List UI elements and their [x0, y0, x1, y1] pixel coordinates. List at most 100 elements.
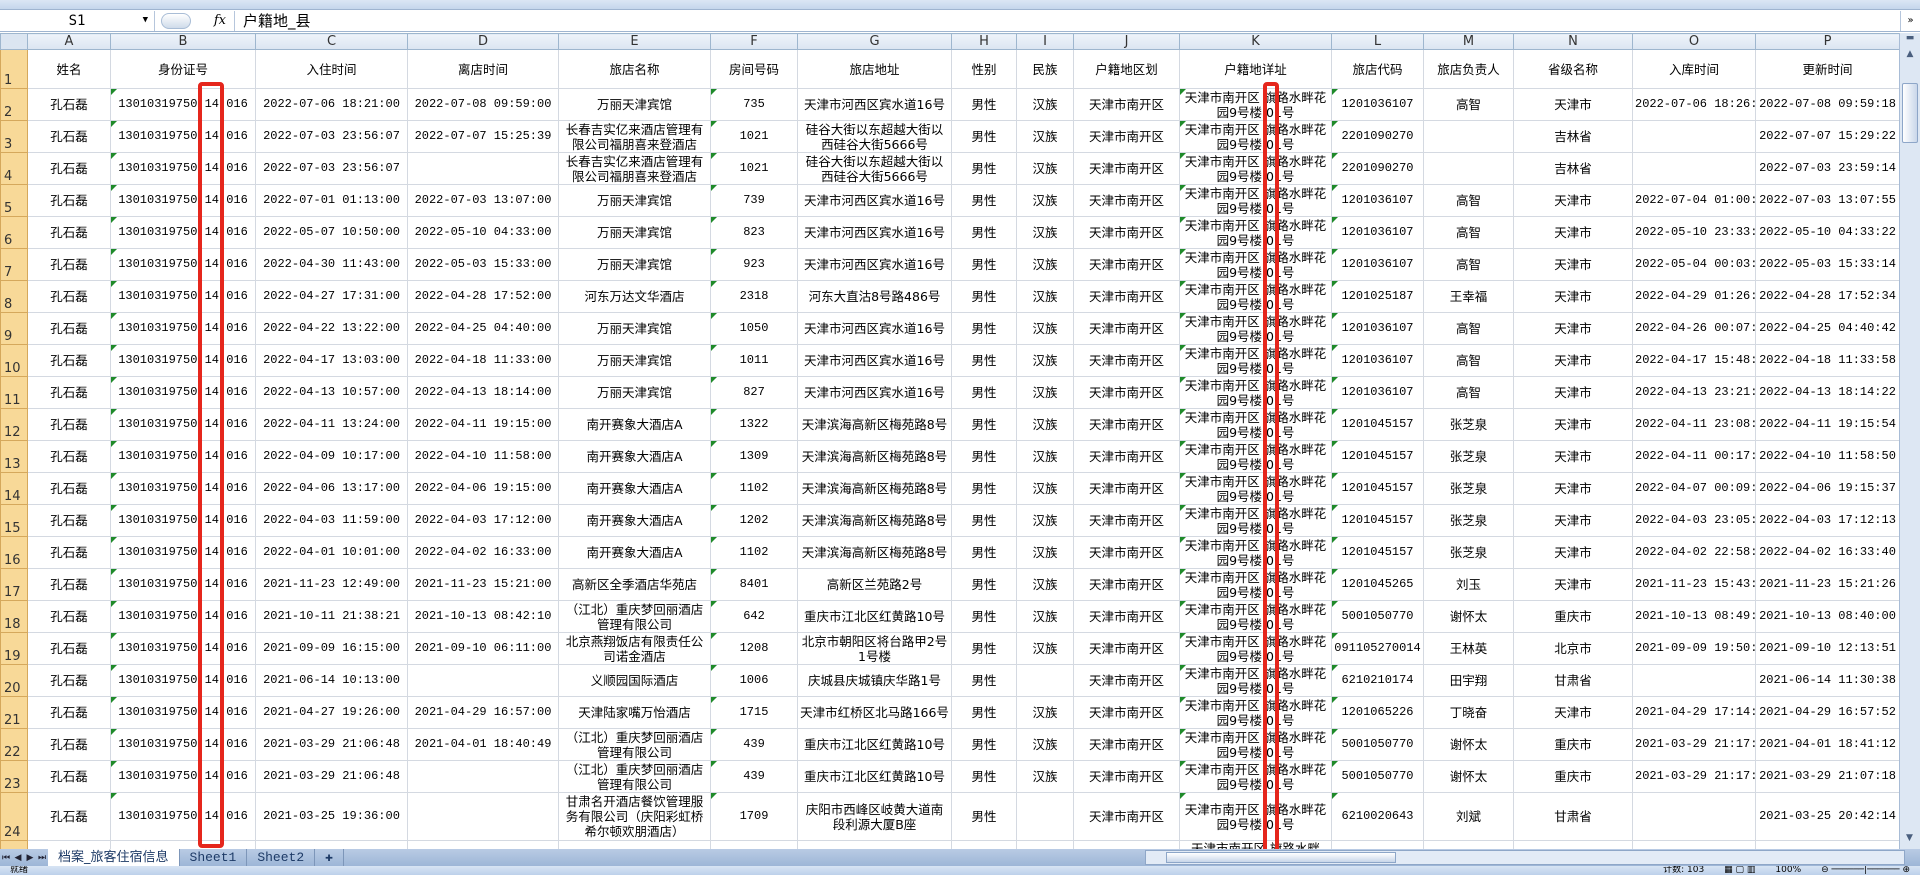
cell-E6[interactable]: 万丽天津宾馆 — [558, 216, 711, 249]
header-cell[interactable]: 户籍地详址 — [1179, 49, 1332, 89]
cell-I4[interactable]: 汉族 — [1016, 152, 1074, 185]
cell-L21[interactable]: 1201065226 — [1331, 696, 1424, 729]
cell-H25[interactable] — [951, 840, 1017, 849]
cell-P22[interactable]: 2021-04-01 18:41:12 — [1755, 728, 1899, 761]
cell-G23[interactable]: 重庆市江北区红黄路10号 — [797, 760, 952, 793]
cell-P19[interactable]: 2021-09-10 12:13:51 — [1755, 632, 1899, 665]
cell-P5[interactable]: 2022-07-03 13:07:55 — [1755, 184, 1899, 217]
cell-A3[interactable]: 孔石磊 — [27, 120, 111, 153]
cell-I24[interactable] — [1016, 792, 1074, 841]
cell-C18[interactable]: 2021-10-11 21:38:21 — [255, 600, 408, 633]
cell-C19[interactable]: 2021-09-09 16:15:00 — [255, 632, 408, 665]
cell-B19[interactable]: 13010319750 14 016 — [110, 632, 256, 665]
cell-G14[interactable]: 天津滨海高新区梅苑路8号 — [797, 472, 952, 505]
cell-P13[interactable]: 2022-04-10 11:58:50 — [1755, 440, 1899, 473]
cell-F19[interactable]: 1208 — [710, 632, 798, 665]
cell-N9[interactable]: 天津市 — [1513, 312, 1633, 345]
cell-B3[interactable]: 13010319750 14 016 — [110, 120, 256, 153]
cell-P15[interactable]: 2022-04-03 17:12:13 — [1755, 504, 1899, 537]
cell-D2[interactable]: 2022-07-08 09:59:00 — [407, 88, 559, 121]
cell-M11[interactable]: 高智 — [1423, 376, 1514, 409]
cell-F10[interactable]: 1011 — [710, 344, 798, 377]
cell-O10[interactable]: 2022-04-17 15:48:55 — [1632, 344, 1756, 377]
cell-C23[interactable]: 2021-03-29 21:06:48 — [255, 760, 408, 793]
column-header-I[interactable]: I — [1016, 33, 1074, 50]
row-header-21[interactable]: 21 — [0, 696, 28, 729]
horizontal-scroll-thumb[interactable] — [1166, 852, 1396, 863]
cell-G7[interactable]: 天津市河西区宾水道16号 — [797, 248, 952, 281]
zoom-level[interactable]: 100% — [1775, 866, 1802, 875]
cell-G22[interactable]: 重庆市江北区红黄路10号 — [797, 728, 952, 761]
cell-N6[interactable]: 天津市 — [1513, 216, 1633, 249]
cell-I18[interactable]: 汉族 — [1016, 600, 1074, 633]
cell-L25[interactable] — [1331, 840, 1424, 849]
row-header-18[interactable]: 18 — [0, 600, 28, 633]
cell-E24[interactable]: 甘肃名开酒店餐饮管理服务有限公司（庆阳彩虹桥希尔顿欢朋酒店） — [558, 792, 711, 841]
cell-N5[interactable]: 天津市 — [1513, 184, 1633, 217]
cell-C14[interactable]: 2022-04-06 13:17:00 — [255, 472, 408, 505]
cell-L17[interactable]: 1201045265 — [1331, 568, 1424, 601]
cell-I9[interactable]: 汉族 — [1016, 312, 1074, 345]
cell-D16[interactable]: 2022-04-02 16:33:00 — [407, 536, 559, 569]
cell-D18[interactable]: 2021-10-13 08:42:10 — [407, 600, 559, 633]
cell-H14[interactable]: 男性 — [951, 472, 1017, 505]
cell-D22[interactable]: 2021-04-01 18:40:49 — [407, 728, 559, 761]
cell-A23[interactable]: 孔石磊 — [27, 760, 111, 793]
cell-G10[interactable]: 天津市河西区宾水道16号 — [797, 344, 952, 377]
cell-M22[interactable]: 谢怀太 — [1423, 728, 1514, 761]
cell-D13[interactable]: 2022-04-10 11:58:00 — [407, 440, 559, 473]
cell-A4[interactable]: 孔石磊 — [27, 152, 111, 185]
cell-M14[interactable]: 张芝泉 — [1423, 472, 1514, 505]
cell-D23[interactable] — [407, 760, 559, 793]
cell-N20[interactable]: 甘肃省 — [1513, 664, 1633, 697]
cell-L23[interactable]: 5001050770 — [1331, 760, 1424, 793]
cell-O16[interactable]: 2022-04-02 22:58:35 — [1632, 536, 1756, 569]
cell-A6[interactable]: 孔石磊 — [27, 216, 111, 249]
cell-K24[interactable]: 天津市南开区 旗路水畔花园9号楼 01号 — [1179, 792, 1332, 841]
cell-O19[interactable]: 2021-09-09 19:50:16 — [1632, 632, 1756, 665]
row-header-2[interactable]: 2 — [0, 88, 28, 121]
cell-C20[interactable]: 2021-06-14 10:13:00 — [255, 664, 408, 697]
cell-H17[interactable]: 男性 — [951, 568, 1017, 601]
cell-J15[interactable]: 天津市南开区 — [1073, 504, 1180, 537]
vertical-scroll-thumb[interactable] — [1902, 83, 1918, 143]
cell-I7[interactable]: 汉族 — [1016, 248, 1074, 281]
cell-A11[interactable]: 孔石磊 — [27, 376, 111, 409]
cell-P4[interactable]: 2022-07-03 23:59:14 — [1755, 152, 1899, 185]
cell-L13[interactable]: 1201045157 — [1331, 440, 1424, 473]
cell-P14[interactable]: 2022-04-06 19:15:37 — [1755, 472, 1899, 505]
cell-K17[interactable]: 天津市南开区 旗路水畔花园9号楼 01号 — [1179, 568, 1332, 601]
insert-sheet-icon[interactable]: ✚ — [315, 849, 344, 866]
cell-K19[interactable]: 天津市南开区 旗路水畔花园9号楼 01号 — [1179, 632, 1332, 665]
cell-N2[interactable]: 天津市 — [1513, 88, 1633, 121]
cell-E4[interactable]: 长春吉实亿来酒店管理有限公司福朋喜来登酒店 — [558, 152, 711, 185]
cell-H19[interactable]: 男性 — [951, 632, 1017, 665]
cell-D14[interactable]: 2022-04-06 19:15:00 — [407, 472, 559, 505]
cell-K6[interactable]: 天津市南开区 旗路水畔花园9号楼 01号 — [1179, 216, 1332, 249]
cell-L24[interactable]: 6210020643 — [1331, 792, 1424, 841]
scroll-up-icon[interactable]: ▲ — [1906, 49, 1914, 59]
cell-N14[interactable]: 天津市 — [1513, 472, 1633, 505]
row-header-22[interactable]: 22 — [0, 728, 28, 761]
scroll-down-icon[interactable]: ▼ — [1906, 833, 1913, 843]
cell-O17[interactable]: 2021-11-23 15:43:45 — [1632, 568, 1756, 601]
row-header-6[interactable]: 6 — [0, 216, 28, 249]
cell-A25[interactable] — [27, 840, 111, 849]
zoom-slider[interactable]: ⊖ ──────|────── ⊕ — [1821, 866, 1910, 875]
cell-J11[interactable]: 天津市南开区 — [1073, 376, 1180, 409]
cell-O15[interactable]: 2022-04-03 23:05:57 — [1632, 504, 1756, 537]
cell-B20[interactable]: 13010319750 14 016 — [110, 664, 256, 697]
cell-M15[interactable]: 张芝泉 — [1423, 504, 1514, 537]
row-header-12[interactable]: 12 — [0, 408, 28, 441]
cell-G9[interactable]: 天津市河西区宾水道16号 — [797, 312, 952, 345]
select-all-corner[interactable] — [0, 33, 28, 50]
cell-D12[interactable]: 2022-04-11 19:15:00 — [407, 408, 559, 441]
cell-L9[interactable]: 1201036107 — [1331, 312, 1424, 345]
cell-B14[interactable]: 13010319750 14 016 — [110, 472, 256, 505]
cell-L6[interactable]: 1201036107 — [1331, 216, 1424, 249]
cell-A18[interactable]: 孔石磊 — [27, 600, 111, 633]
cell-C9[interactable]: 2022-04-22 13:22:00 — [255, 312, 408, 345]
cell-D5[interactable]: 2022-07-03 13:07:00 — [407, 184, 559, 217]
cell-F9[interactable]: 1050 — [710, 312, 798, 345]
cell-E11[interactable]: 万丽天津宾馆 — [558, 376, 711, 409]
